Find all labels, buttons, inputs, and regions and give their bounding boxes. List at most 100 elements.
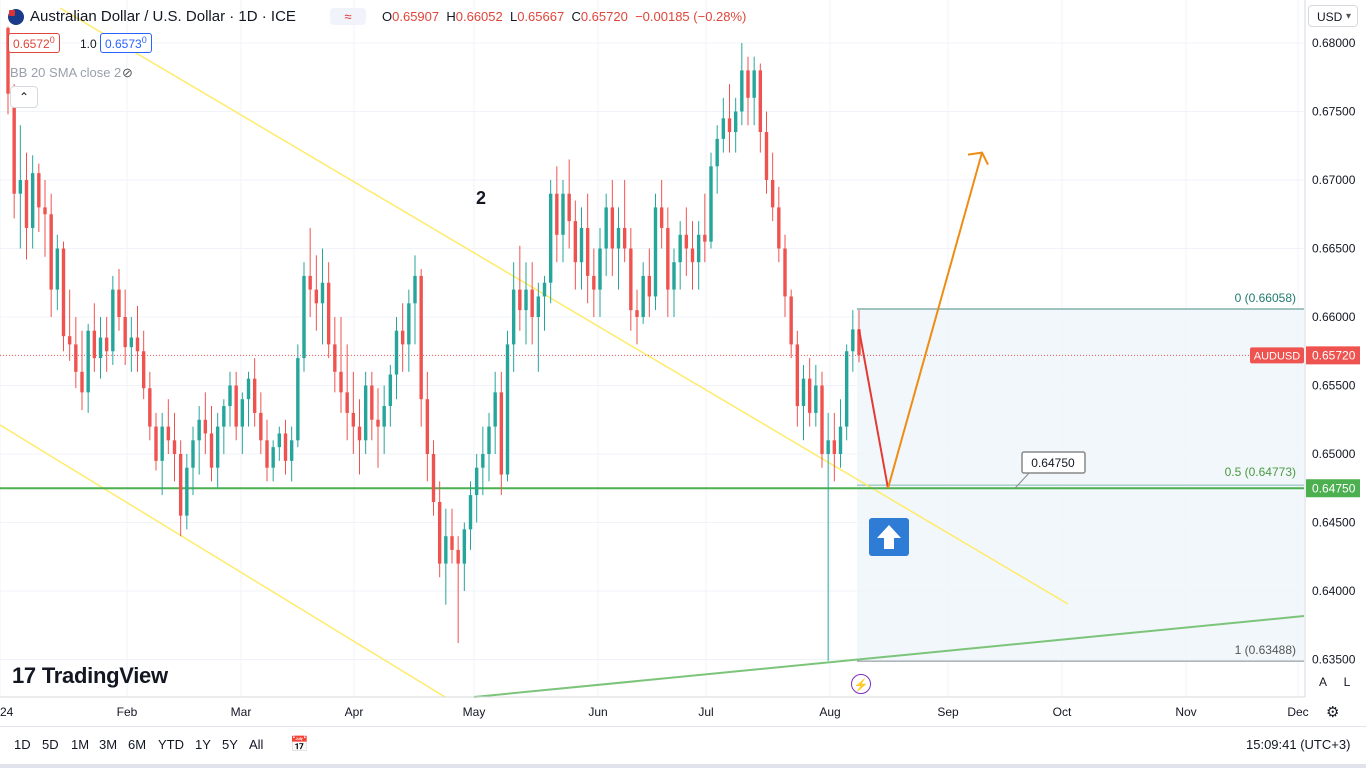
candle-body	[92, 330, 97, 359]
price-tick-label: 0.65500	[1312, 379, 1356, 393]
candle-body	[160, 426, 164, 461]
candle-body	[178, 454, 183, 516]
range-6m[interactable]: 6M	[128, 737, 147, 752]
collapse-legend-button[interactable]: ⌃	[10, 86, 38, 108]
candle-body	[820, 385, 824, 454]
candle-body	[333, 344, 337, 372]
sell-price-button[interactable]: 0.65720	[8, 33, 60, 53]
candle-body	[197, 419, 201, 441]
projection-down-line	[858, 329, 889, 489]
candle-body	[721, 118, 726, 139]
currency-select[interactable]: USD	[1308, 5, 1358, 28]
candle-body	[752, 70, 756, 98]
candle-body	[592, 275, 596, 290]
last-price-label: 0.65720	[1312, 348, 1356, 362]
candle-body	[271, 447, 275, 468]
symbol-title[interactable]: Australian Dollar / U.S. Dollar · 1D · I…	[30, 8, 296, 25]
candle-body	[86, 330, 90, 393]
candle-body	[684, 234, 689, 249]
candle-body	[696, 234, 701, 263]
candle-body	[55, 248, 60, 290]
indicator-legend[interactable]: BB 20 SMA close 2	[10, 65, 122, 80]
candle-body	[413, 275, 417, 304]
candle-body	[320, 282, 325, 304]
candle-body	[616, 227, 621, 249]
time-tick-label: Oct	[1053, 705, 1072, 719]
candlestick-series	[6, 26, 861, 661]
candle-body	[505, 344, 510, 475]
clock-readout[interactable]: 15:09:41 (UTC+3)	[1246, 737, 1351, 752]
gear-icon[interactable]: ⚙	[1326, 704, 1340, 721]
range-1d[interactable]: 1D	[14, 737, 31, 752]
eye-hidden-icon[interactable]: ⊘	[122, 65, 133, 80]
channel-upper-line	[59, 7, 1069, 605]
candle-body	[740, 70, 744, 112]
log-scale-button[interactable]: L	[1343, 675, 1351, 689]
candle-body	[166, 426, 171, 441]
price-tick-label: 0.68000	[1312, 36, 1356, 50]
price-tick-label: 0.64500	[1312, 516, 1356, 530]
candle-body	[844, 351, 849, 427]
candle-body	[585, 227, 590, 276]
candle-body	[598, 248, 602, 290]
calendar-range-icon[interactable]: 📅	[290, 736, 309, 753]
event-lightning-icon[interactable]: ⚡	[851, 674, 871, 694]
candle-body	[370, 385, 374, 420]
time-tick-label: Dec	[1287, 705, 1308, 719]
callout-leader	[1014, 471, 1031, 489]
candle-body	[567, 193, 571, 222]
candle-body	[154, 426, 158, 461]
candle-body	[764, 132, 769, 180]
price-tick-label: 0.66500	[1312, 242, 1356, 256]
range-ytd[interactable]: YTD	[158, 737, 184, 752]
candle-body	[296, 358, 300, 441]
candle-body	[499, 392, 504, 475]
support-trendline	[473, 615, 1305, 698]
candle-body	[141, 351, 146, 389]
candle-body	[37, 173, 41, 208]
candle-body	[703, 234, 707, 242]
range-5y[interactable]: 5Y	[222, 737, 238, 752]
candle-body	[672, 262, 676, 290]
fib-label-05: 0.5 (0.64773)	[1225, 465, 1296, 479]
candle-body	[610, 207, 615, 249]
price-chart[interactable]: 0 (0.66058) 0.5 (0.64773) 1 (0.63488) 0.64…	[0, 0, 1366, 726]
chart-type-badge[interactable]: ≈	[330, 8, 366, 25]
candle-body	[67, 336, 72, 345]
fib-label-0: 0 (0.66058)	[1235, 291, 1296, 305]
symbol-badge	[1250, 347, 1304, 364]
range-3m[interactable]: 3M	[99, 737, 118, 752]
candle-body	[117, 289, 121, 317]
tradingview-logo[interactable]: 17 TradingView	[12, 663, 168, 688]
candle-body	[604, 207, 608, 249]
candle-body	[548, 193, 553, 283]
range-5d[interactable]: 5D	[42, 737, 59, 752]
candle-body	[450, 536, 454, 550]
time-tick-label: Aug	[819, 705, 840, 719]
candle-body	[308, 275, 312, 290]
level-price-badge	[1306, 479, 1360, 498]
price-tick-label: 0.66000	[1312, 310, 1356, 324]
candle-body	[289, 440, 294, 461]
candle-body	[394, 330, 399, 375]
candle-body	[191, 440, 195, 468]
range-1m[interactable]: 1M	[71, 737, 90, 752]
time-tick-label: Jun	[588, 705, 607, 719]
range-all[interactable]: All	[249, 737, 264, 752]
time-tick-label: May	[463, 705, 486, 719]
buy-price-button[interactable]: 0.65730	[100, 33, 152, 53]
range-1y[interactable]: 1Y	[195, 737, 211, 752]
candle-body	[400, 330, 405, 345]
candle-body	[246, 378, 251, 400]
candle-body	[24, 180, 29, 228]
candle-body	[209, 433, 214, 468]
candle-body	[666, 227, 670, 290]
candle-body	[814, 385, 818, 413]
australia-flag-icon	[8, 9, 24, 25]
auto-scale-button[interactable]: A	[1318, 675, 1327, 689]
candle-body	[6, 27, 10, 94]
candle-body	[733, 111, 738, 133]
candle-body	[659, 207, 664, 228]
candle-body	[832, 440, 837, 454]
bottom-divider	[0, 764, 1366, 768]
